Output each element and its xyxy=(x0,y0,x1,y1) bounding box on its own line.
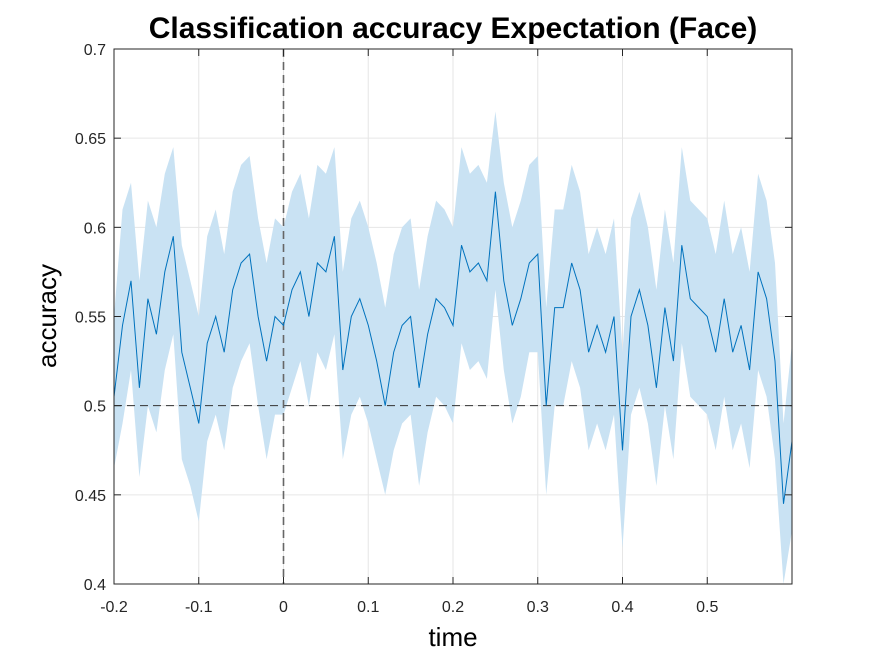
chart-title: Classification accuracy Expectation (Fac… xyxy=(149,12,758,45)
x-tick-label: 0.5 xyxy=(696,599,718,616)
confidence-band-area xyxy=(114,111,792,585)
x-axis-label: time xyxy=(428,622,477,652)
y-tick-label: 0.55 xyxy=(75,310,106,327)
y-tick-label: 0.45 xyxy=(75,488,106,505)
y-tick-label: 0.6 xyxy=(84,220,106,237)
y-tick-label: 0.5 xyxy=(84,399,106,416)
x-tick-label: -0.2 xyxy=(100,599,128,616)
x-tick-label: -0.1 xyxy=(185,599,213,616)
x-tick-label: 0.4 xyxy=(611,599,633,616)
y-tick-label: 0.65 xyxy=(75,131,106,148)
y-axis-ticks: 0.4 0.45 0.5 0.55 0.6 0.65 0.7 xyxy=(75,42,792,594)
x-tick-label: 0 xyxy=(279,599,288,616)
y-tick-label: 0.4 xyxy=(84,577,106,594)
y-axis-label: accuracy xyxy=(32,264,62,368)
x-axis-ticks: -0.2 -0.1 0 0.1 0.2 0.3 0.4 0.5 xyxy=(100,49,718,616)
x-tick-label: 0.1 xyxy=(357,599,379,616)
confidence-band xyxy=(114,111,792,585)
reference-lines xyxy=(114,49,792,584)
y-tick-label: 0.7 xyxy=(84,42,106,59)
x-tick-label: 0.2 xyxy=(442,599,464,616)
x-tick-label: 0.3 xyxy=(527,599,549,616)
accuracy-line xyxy=(113,191,793,504)
series-lines xyxy=(113,191,793,504)
